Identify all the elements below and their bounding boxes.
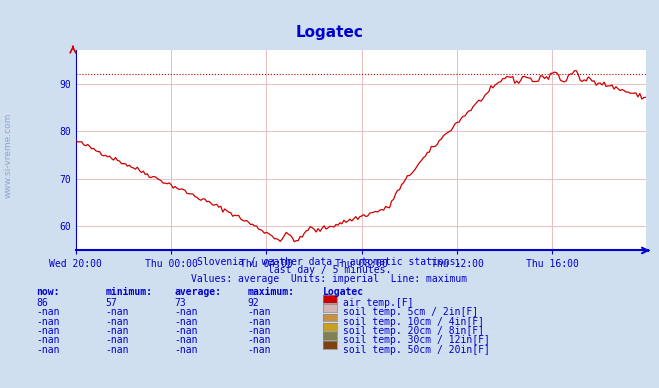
Text: soil temp. 50cm / 20in[F]: soil temp. 50cm / 20in[F] xyxy=(343,345,490,355)
Text: minimum:: minimum: xyxy=(105,287,152,297)
Text: -nan: -nan xyxy=(105,335,129,345)
Text: Slovenia / weather data - automatic stations.: Slovenia / weather data - automatic stat… xyxy=(197,257,462,267)
Text: -nan: -nan xyxy=(105,326,129,336)
Text: -nan: -nan xyxy=(105,317,129,327)
Text: average:: average: xyxy=(175,287,221,297)
Text: air temp.[F]: air temp.[F] xyxy=(343,298,413,308)
Text: -nan: -nan xyxy=(175,307,198,317)
Text: -nan: -nan xyxy=(175,317,198,327)
Text: -nan: -nan xyxy=(105,307,129,317)
Text: -nan: -nan xyxy=(247,335,271,345)
Text: www.si-vreme.com: www.si-vreme.com xyxy=(3,113,13,198)
Text: soil temp. 30cm / 12in[F]: soil temp. 30cm / 12in[F] xyxy=(343,335,490,345)
Text: -nan: -nan xyxy=(175,326,198,336)
Text: Logatec: Logatec xyxy=(296,25,363,40)
Text: 92: 92 xyxy=(247,298,259,308)
Text: -nan: -nan xyxy=(247,317,271,327)
Text: -nan: -nan xyxy=(36,335,60,345)
Text: 57: 57 xyxy=(105,298,117,308)
Text: Values: average  Units: imperial  Line: maximum: Values: average Units: imperial Line: ma… xyxy=(191,274,468,284)
Text: now:: now: xyxy=(36,287,60,297)
Text: -nan: -nan xyxy=(175,345,198,355)
Text: -nan: -nan xyxy=(247,307,271,317)
Text: soil temp. 20cm / 8in[F]: soil temp. 20cm / 8in[F] xyxy=(343,326,484,336)
Text: -nan: -nan xyxy=(36,345,60,355)
Text: -nan: -nan xyxy=(105,345,129,355)
Text: soil temp. 10cm / 4in[F]: soil temp. 10cm / 4in[F] xyxy=(343,317,484,327)
Text: -nan: -nan xyxy=(247,326,271,336)
Text: last day / 5 minutes.: last day / 5 minutes. xyxy=(268,265,391,275)
Text: -nan: -nan xyxy=(36,307,60,317)
Text: -nan: -nan xyxy=(36,317,60,327)
Text: soil temp. 5cm / 2in[F]: soil temp. 5cm / 2in[F] xyxy=(343,307,478,317)
Text: -nan: -nan xyxy=(247,345,271,355)
Text: 86: 86 xyxy=(36,298,48,308)
Text: Logatec: Logatec xyxy=(323,287,364,297)
Text: -nan: -nan xyxy=(175,335,198,345)
Text: 73: 73 xyxy=(175,298,186,308)
Text: maximum:: maximum: xyxy=(247,287,294,297)
Text: -nan: -nan xyxy=(36,326,60,336)
